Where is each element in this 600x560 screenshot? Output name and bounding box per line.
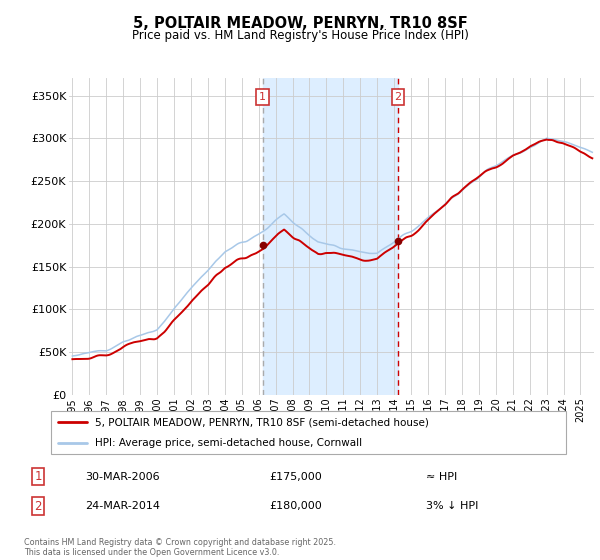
- Text: 2: 2: [394, 92, 401, 102]
- Text: 5, POLTAIR MEADOW, PENRYN, TR10 8SF (semi-detached house): 5, POLTAIR MEADOW, PENRYN, TR10 8SF (sem…: [95, 417, 429, 427]
- Text: HPI: Average price, semi-detached house, Cornwall: HPI: Average price, semi-detached house,…: [95, 438, 362, 448]
- Text: 5, POLTAIR MEADOW, PENRYN, TR10 8SF: 5, POLTAIR MEADOW, PENRYN, TR10 8SF: [133, 16, 467, 31]
- Text: £175,000: £175,000: [269, 472, 322, 482]
- Text: 2: 2: [34, 500, 42, 513]
- FancyBboxPatch shape: [50, 411, 566, 454]
- Text: 30-MAR-2006: 30-MAR-2006: [85, 472, 160, 482]
- Text: Contains HM Land Registry data © Crown copyright and database right 2025.
This d: Contains HM Land Registry data © Crown c…: [24, 538, 336, 557]
- Text: 1: 1: [34, 470, 42, 483]
- Text: Price paid vs. HM Land Registry's House Price Index (HPI): Price paid vs. HM Land Registry's House …: [131, 29, 469, 42]
- Text: ≈ HPI: ≈ HPI: [426, 472, 457, 482]
- Bar: [263, 78, 398, 395]
- Text: 3% ↓ HPI: 3% ↓ HPI: [426, 501, 478, 511]
- Text: 1: 1: [259, 92, 266, 102]
- Text: £180,000: £180,000: [269, 501, 322, 511]
- Text: 24-MAR-2014: 24-MAR-2014: [85, 501, 160, 511]
